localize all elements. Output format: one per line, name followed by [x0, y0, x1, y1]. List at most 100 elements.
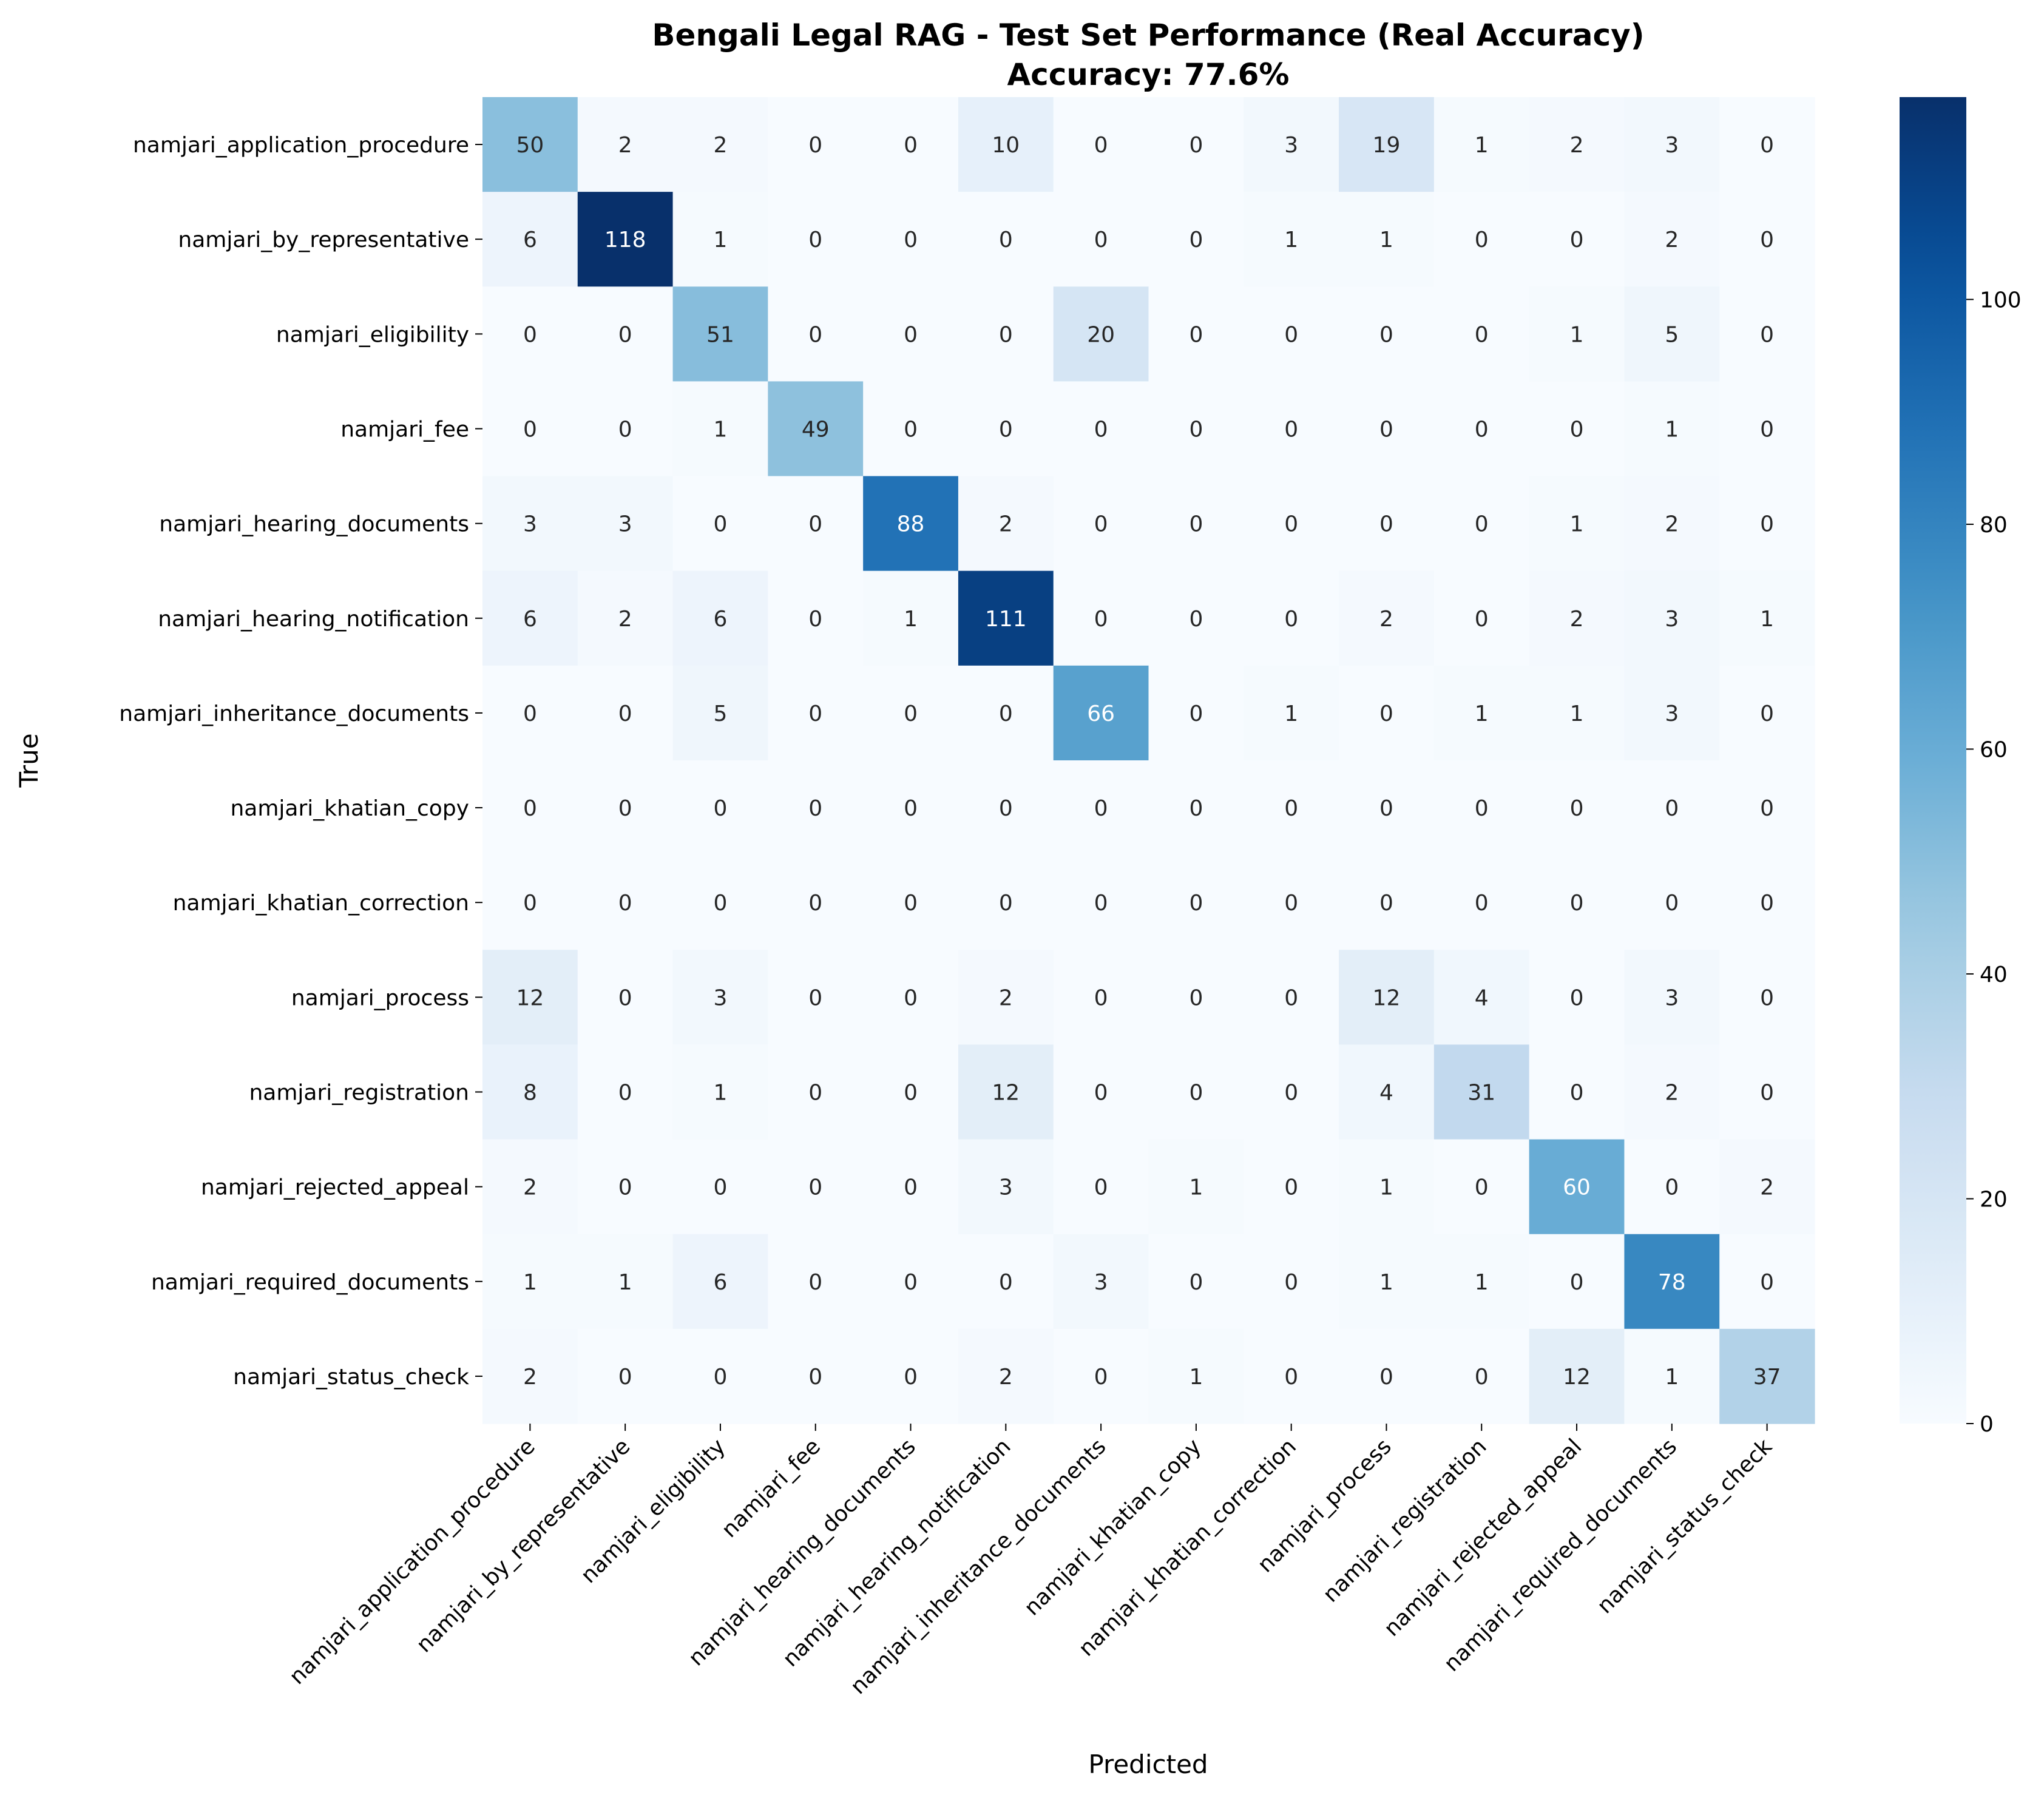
cell-value-label: 0 [904, 322, 918, 347]
heatmap-cell [1053, 476, 1149, 572]
cell-value-label: 0 [618, 1365, 632, 1390]
cell-value-label: 0 [1189, 417, 1203, 442]
heatmap-cell [1529, 1328, 1625, 1424]
cell-value-label: 0 [904, 1175, 918, 1200]
y-tick-label: namjari_process [291, 985, 469, 1010]
cell-value-label: 0 [1475, 228, 1489, 252]
cell-value-label: 0 [1570, 796, 1584, 821]
cell-value-label: 0 [1094, 607, 1108, 632]
heatmap-cell [768, 381, 864, 477]
cell-value-label: 0 [1094, 512, 1108, 537]
heatmap-cell [1529, 665, 1625, 761]
heatmap-cell [863, 1328, 959, 1424]
cell-value-label: 12 [1373, 985, 1401, 1010]
heatmap-cell [482, 665, 578, 761]
cell-value-label: 5 [1665, 322, 1679, 347]
cell-value-label: 0 [999, 228, 1013, 252]
heatmap-cell [577, 950, 674, 1046]
cell-value-label: 1 [523, 1270, 537, 1295]
heatmap-cell [1148, 381, 1244, 477]
heatmap-cell [672, 570, 768, 666]
chart-subtitle: Accuracy: 77.6% [1007, 57, 1289, 92]
heatmap-cell [1719, 570, 1815, 666]
heatmap-cell [482, 950, 578, 1046]
heatmap-cell [1148, 1044, 1244, 1140]
heatmap-cell [1719, 381, 1815, 477]
cell-value-label: 0 [1284, 796, 1298, 821]
cell-value-label: 0 [618, 322, 632, 347]
heatmap-cell [863, 192, 959, 287]
heatmap-cell [1433, 1044, 1530, 1140]
y-tick-label: namjari_khatian_correction [173, 891, 469, 916]
y-tick-label: namjari_khatian_copy [230, 796, 469, 821]
heatmap-cell [1339, 1328, 1435, 1424]
heatmap-cell [1433, 476, 1530, 572]
heatmap-cell [1148, 476, 1244, 572]
heatmap-cell [1529, 1139, 1625, 1235]
cell-value-label: 0 [714, 512, 728, 537]
cell-value-label: 0 [1475, 512, 1489, 537]
cell-value-label: 0 [1760, 796, 1774, 821]
heatmap-cell [1244, 476, 1339, 572]
cell-value-label: 12 [516, 985, 544, 1010]
cell-value-label: 0 [714, 1365, 728, 1390]
cell-value-label: 0 [523, 322, 537, 347]
y-tick-label: namjari_by_representative [178, 228, 469, 252]
y-tick-label: namjari_inheritance_documents [119, 701, 469, 726]
cell-value-label: 2 [1665, 228, 1679, 252]
heatmap-cell [672, 665, 768, 761]
heatmap-cell [1148, 1234, 1244, 1330]
heatmap-cell [1719, 97, 1815, 192]
heatmap-cell [768, 760, 864, 856]
heatmap-cell [768, 855, 864, 950]
cell-value-label: 0 [904, 1081, 918, 1106]
cell-value-label: 0 [808, 1270, 822, 1295]
cell-value-label: 2 [1665, 512, 1679, 537]
heatmap-cell [1053, 1139, 1149, 1235]
cell-value-label: 0 [1475, 796, 1489, 821]
cell-value-label: 2 [1570, 607, 1584, 632]
cell-value-label: 3 [1665, 607, 1679, 632]
cell-value-label: 19 [1373, 133, 1401, 158]
heatmap-cell [768, 97, 864, 192]
cell-value-label: 0 [618, 1175, 632, 1200]
heatmap-cell [863, 286, 959, 382]
cell-value-label: 1 [1570, 322, 1584, 347]
heatmap-cell [1433, 1139, 1530, 1235]
heatmap-cell [1148, 1328, 1244, 1424]
cell-value-label: 2 [1760, 1175, 1774, 1200]
cell-value-label: 4 [1475, 985, 1489, 1010]
cell-value-label: 0 [1284, 322, 1298, 347]
cell-value-label: 10 [992, 133, 1020, 158]
heatmap-cell [958, 1234, 1054, 1330]
cell-value-label: 0 [1379, 1365, 1393, 1390]
heatmap-cell [577, 192, 674, 287]
cell-value-label: 0 [1284, 1365, 1298, 1390]
heatmap-cell [863, 1139, 959, 1235]
heatmap-cell [1719, 286, 1815, 382]
cell-value-label: 0 [1760, 891, 1774, 916]
cell-value-label: 2 [999, 1365, 1013, 1390]
cell-value-label: 0 [1570, 891, 1584, 916]
cell-value-label: 0 [999, 701, 1013, 726]
heatmap-cell [958, 855, 1054, 950]
heatmap-cell [1339, 476, 1435, 572]
heatmap-cell [577, 1044, 674, 1140]
cell-value-label: 2 [618, 133, 632, 158]
cell-value-label: 0 [618, 985, 632, 1010]
cell-value-label: 0 [618, 1081, 632, 1106]
cell-value-label: 2 [999, 985, 1013, 1010]
heatmap-cell [1053, 1044, 1149, 1140]
cell-value-label: 49 [802, 417, 830, 442]
heatmap-cell [482, 760, 578, 856]
heatmap-cell [1244, 855, 1339, 950]
y-tick-label: namjari_registration [249, 1081, 469, 1106]
heatmap-cell [1244, 192, 1339, 287]
heatmap-cell [1719, 665, 1815, 761]
cell-value-label: 0 [1760, 228, 1774, 252]
heatmap-cell [1053, 1328, 1149, 1424]
cell-value-label: 0 [1189, 512, 1203, 537]
heatmap-cell [672, 1139, 768, 1235]
cell-value-label: 1 [1475, 701, 1489, 726]
heatmap-cell [1624, 760, 1720, 856]
